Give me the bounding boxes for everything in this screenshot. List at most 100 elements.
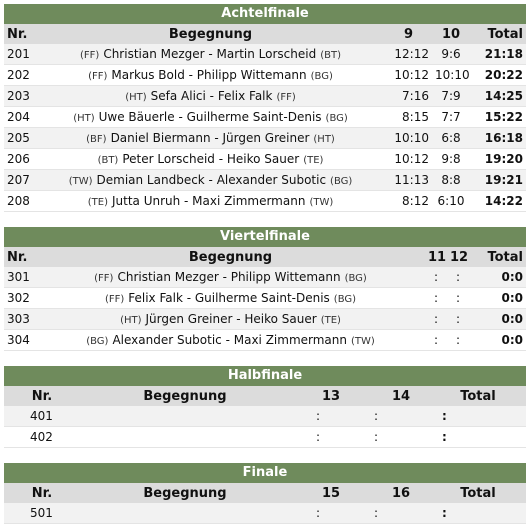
game-score: :	[372, 426, 430, 448]
column-header: Total	[469, 247, 526, 267]
match-cell	[80, 503, 290, 524]
match-row: 501:::	[4, 503, 526, 524]
round-title: Finale	[4, 463, 526, 483]
match-row: 201 (FF) Christian Mezger - Martin Lorsche…	[4, 44, 526, 65]
club-code: (FF)	[88, 71, 108, 82]
match-number: 207	[4, 169, 36, 191]
match-row: 202 (FF) Markus Bold - Philipp Wittemann (B…	[4, 64, 526, 86]
total-score: :	[430, 426, 526, 448]
game-score: :	[425, 287, 447, 309]
match-players: Alexander Subotic - Maxi Zimmermann	[112, 333, 347, 347]
game-score: :	[290, 503, 372, 524]
column-header: Begegnung	[36, 247, 425, 267]
club-code: (BF)	[86, 134, 107, 145]
match-players: Christian Mezger - Philipp Wittemann	[117, 270, 341, 284]
column-header: Begegnung	[80, 386, 290, 406]
club-code: (BG)	[310, 71, 333, 82]
match-players: Christian Mezger - Martin Lorscheid	[103, 47, 317, 61]
column-header: 12	[447, 247, 469, 267]
club-code: (BG)	[333, 294, 357, 305]
total-score: 0:0	[469, 329, 526, 351]
round-title: Achtelfinale	[4, 4, 526, 24]
game-score: 6:8	[432, 127, 470, 149]
club-code: (BG)	[344, 273, 367, 284]
club-code: (FF)	[104, 294, 125, 305]
game-score: :	[447, 267, 469, 288]
game-score: 10:12	[385, 64, 432, 86]
total-score: 21:18	[470, 44, 526, 65]
match-row: 402:::	[4, 426, 526, 448]
match-row: 203 (HT) Sefa Alici - Felix Falk (FF) 7:16 7:…	[4, 85, 526, 107]
game-score: :	[372, 503, 430, 524]
match-cell	[80, 406, 290, 427]
match-row: 301 (FF) Christian Mezger - Philipp Wittem…	[4, 267, 526, 288]
match-cell: (BG) Alexander Subotic - Maxi Zimmermann (…	[36, 329, 425, 351]
game-score: :	[447, 329, 469, 351]
match-number: 206	[4, 148, 36, 170]
results-table: Nr. Begegnung 13 14 Total 401:::402:::	[4, 386, 526, 448]
match-cell: (HT) Uwe Bäuerle - Guilherme Saint-Denis(…	[36, 106, 385, 128]
total-score: 19:21	[470, 169, 526, 191]
club-code: (HT)	[73, 113, 95, 124]
round-section: Halbfinale Nr. Begegnung 13 14 Total 401:::402…	[4, 366, 526, 448]
match-row: 208 (TE) Jutta Unruh - Maxi Zimmermann (TW)…	[4, 190, 526, 212]
column-header: 9	[385, 24, 432, 44]
match-row: 304 (BG) Alexander Subotic - Maxi Zimmerma…	[4, 329, 526, 351]
match-cell: (FF) Christian Mezger - Martin Lorscheid(…	[36, 44, 385, 65]
game-score: :	[425, 329, 447, 351]
total-score: 0:0	[469, 267, 526, 288]
club-code: (TW)	[351, 336, 375, 347]
match-cell: (BT) Peter Lorscheid - Heiko Sauer (TE)	[36, 148, 385, 170]
match-players: Jutta Unruh - Maxi Zimmermann	[111, 194, 306, 208]
club-code: (TE)	[303, 155, 324, 166]
game-score: 7:16	[385, 85, 432, 107]
match-row: 207 (TW) Demian Landbeck - Alexander Subot…	[4, 169, 526, 191]
column-header: Nr.	[4, 386, 80, 406]
round-section: Viertelfinale Nr. Begegnung 11 12 Total 301 (FF…	[4, 227, 526, 351]
match-players: Demian Landbeck - Alexander Subotic	[96, 173, 327, 187]
match-cell: (TW) Demian Landbeck - Alexander Subotic(…	[36, 169, 385, 191]
column-header: 15	[290, 483, 372, 503]
column-header: 10	[432, 24, 470, 44]
match-players: Daniel Biermann - Jürgen Greiner	[110, 131, 310, 145]
match-players: Uwe Bäuerle - Guilherme Saint-Denis	[98, 110, 322, 124]
game-score: :	[447, 287, 469, 309]
game-score: :	[290, 426, 372, 448]
club-code: (FF)	[80, 50, 100, 61]
results-table: Nr. Begegnung 9 10 Total 201 (FF) Christian Mez…	[4, 24, 526, 212]
game-score: :	[425, 267, 447, 288]
match-row: 206 (BT) Peter Lorscheid - Heiko Sauer (TE)…	[4, 148, 526, 170]
match-cell: (HT) Sefa Alici - Felix Falk (FF)	[36, 85, 385, 107]
match-number: 304	[4, 329, 36, 351]
game-score: :	[425, 308, 447, 330]
club-code: (BG)	[330, 176, 353, 187]
column-header: 16	[372, 483, 430, 503]
match-number: 208	[4, 190, 36, 212]
match-cell: (FF) Christian Mezger - Philipp Wittemann…	[36, 267, 425, 288]
club-code: (TE)	[320, 315, 341, 326]
total-score: 0:0	[469, 287, 526, 309]
club-code: (BT)	[97, 155, 119, 166]
match-row: 205 (BF) Daniel Biermann - Jürgen Greiner(…	[4, 127, 526, 149]
club-code: (HT)	[125, 92, 147, 103]
game-score: 10:10	[385, 127, 432, 149]
game-score: 10:10	[432, 64, 470, 86]
match-row: 204 (HT) Uwe Bäuerle - Guilherme Saint-Den…	[4, 106, 526, 128]
round-title: Viertelfinale	[4, 227, 526, 247]
match-number: 203	[4, 85, 36, 107]
header-row: Nr. Begegnung 11 12 Total	[4, 247, 526, 267]
match-number: 302	[4, 287, 36, 309]
match-players: Markus Bold - Philipp Wittemann	[111, 68, 307, 82]
club-code: (HT)	[120, 315, 142, 326]
match-cell: (BF) Daniel Biermann - Jürgen Greiner (HT)	[36, 127, 385, 149]
total-score: 15:22	[470, 106, 526, 128]
match-number: 402	[4, 426, 80, 448]
column-header: Total	[430, 483, 526, 503]
column-header: Begegnung	[36, 24, 385, 44]
club-code: (HT)	[313, 134, 335, 145]
match-number: 301	[4, 267, 36, 288]
round-title: Halbfinale	[4, 366, 526, 386]
match-row: 303 (HT) Jürgen Greiner - Heiko Sauer (TE):…	[4, 308, 526, 330]
